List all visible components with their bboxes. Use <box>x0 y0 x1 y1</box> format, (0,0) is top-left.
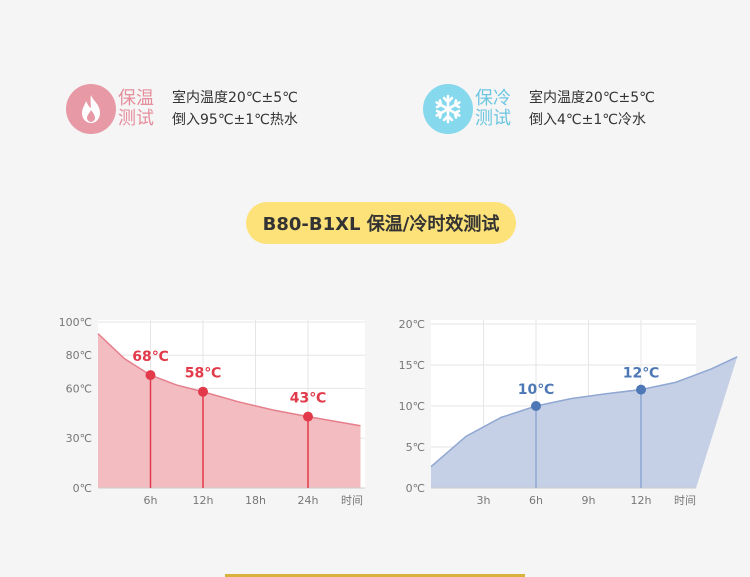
y-tick-label: 20℃ <box>399 318 425 331</box>
data-point <box>145 370 156 381</box>
warm-tag-line1: 保温 <box>118 88 154 109</box>
y-tick-label: 0℃ <box>406 482 425 495</box>
temperature-area <box>98 333 361 488</box>
x-tick-label: 18h <box>245 494 266 507</box>
y-tick-label: 10℃ <box>399 400 425 413</box>
cold-chart: 20℃ 15℃ 10℃ 5℃ 0℃ 3h 6h 9h 12h 时间 10℃ 12℃ <box>399 318 738 507</box>
flame-icon <box>66 84 116 134</box>
cold-legend: 保冷 测试 室内温度20℃±5℃ 倒入4℃±1℃冷水 <box>423 84 655 134</box>
warm-chart: 100℃ 80℃ 60℃ 30℃ 0℃ 6h 12h 18h 24h 时间 68℃ 58℃ 43℃ <box>59 316 365 507</box>
warm-desc-line1: 室内温度20℃±5℃ <box>172 90 298 106</box>
temperature-line <box>430 356 738 468</box>
y-tick-label: 15℃ <box>399 359 425 372</box>
cold-desc-line2: 倒入4℃±1℃冷水 <box>529 112 646 128</box>
data-point <box>303 411 313 422</box>
temperature-area <box>431 356 738 488</box>
data-label: 10℃ <box>518 382 554 398</box>
x-axis-label: 时间 <box>341 494 363 507</box>
data-point <box>531 401 541 411</box>
data-label: 43℃ <box>290 391 326 407</box>
data-label: 58℃ <box>185 366 221 382</box>
cold-tag-line1: 保冷 <box>475 88 511 109</box>
snowflake-icon <box>423 84 473 134</box>
x-tick-label: 12h <box>193 494 214 507</box>
warm-tag-line2: 测试 <box>118 108 154 129</box>
x-tick-label: 6h <box>529 494 543 507</box>
data-point <box>636 384 646 395</box>
y-tick-label: 60℃ <box>66 382 92 395</box>
x-tick-label: 12h <box>631 494 652 507</box>
cold-tag-line2: 测试 <box>475 108 511 129</box>
data-point <box>198 386 208 397</box>
warm-legend: 保温 测试 室内温度20℃±5℃ 倒入95℃±1℃热水 <box>66 84 298 134</box>
chart-title: B80-B1XL 保温/冷时效测试 <box>246 202 516 244</box>
x-tick-label: 24h <box>298 494 319 507</box>
x-axis-label: 时间 <box>674 494 696 507</box>
y-tick-label: 80℃ <box>66 349 92 362</box>
data-label: 12℃ <box>623 366 659 382</box>
data-label: 68℃ <box>132 349 168 365</box>
x-tick-label: 3h <box>477 494 491 507</box>
y-tick-label: 5℃ <box>406 441 425 454</box>
bottom-strip <box>225 574 525 577</box>
y-tick-label: 30℃ <box>66 432 92 445</box>
warm-desc-line2: 倒入95℃±1℃热水 <box>172 112 298 128</box>
y-tick-label: 0℃ <box>73 482 92 495</box>
x-tick-label: 9h <box>582 494 596 507</box>
y-tick-label: 100℃ <box>59 316 92 329</box>
cold-desc-line1: 室内温度20℃±5℃ <box>529 90 655 106</box>
x-tick-label: 6h <box>144 494 158 507</box>
